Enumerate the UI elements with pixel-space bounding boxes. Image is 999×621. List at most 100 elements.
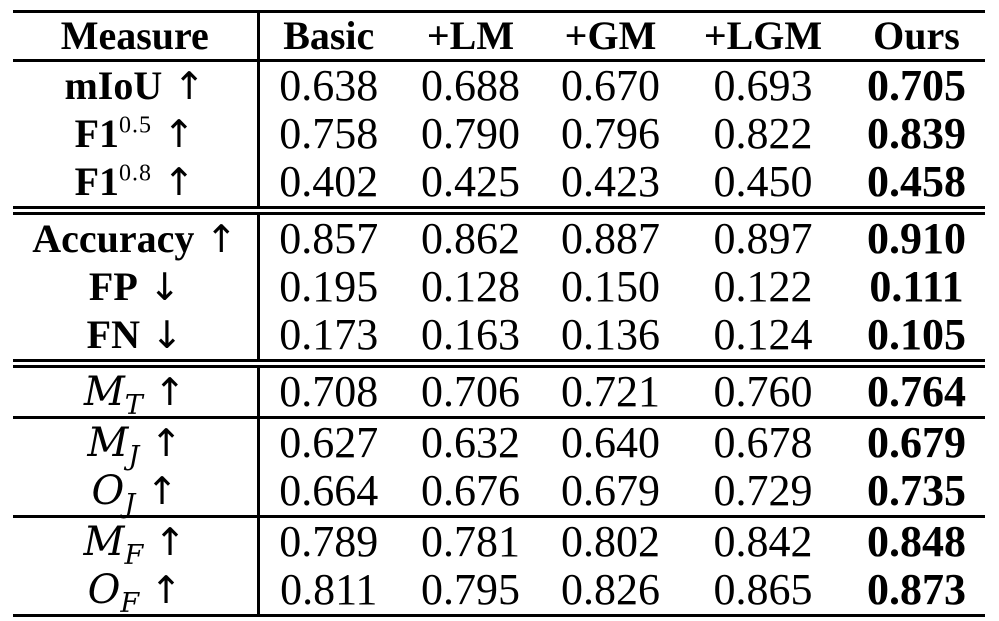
measure-name: F1 [74, 111, 120, 156]
value-cell: 0.865 [713, 565, 813, 614]
value-cell: 0.789 [279, 517, 379, 566]
measure-label-cell: Accuracy ↑ [13, 210, 260, 263]
column-header-lm: +LM [426, 13, 515, 58]
table-section: MT ↑ 0.708 0.706 0.721 0.760 0.764 [13, 363, 985, 419]
value-cell: 0.758 [279, 109, 379, 158]
column-header-lgm: +LGM [703, 13, 823, 58]
value-cell: 0.735 [867, 466, 966, 515]
down-arrow-icon: ↓ [150, 313, 183, 357]
value-cell: 0.173 [279, 310, 379, 359]
measure-name: M [83, 519, 125, 565]
table-section: mIoU ↑ 0.638 0.688 0.670 0.693 0.705 F10.5 ↑ 0.75… [13, 60, 985, 211]
value-cell: 0.128 [421, 262, 520, 311]
table-section: MJ ↑ 0.627 0.632 0.640 0.678 0.679 OJ ↑ 0.664 0.67… [13, 417, 985, 518]
value-cell: 0.124 [713, 310, 813, 359]
value-cell: 0.664 [279, 466, 379, 515]
value-cell: 0.195 [279, 262, 379, 311]
measure-name: M [83, 369, 125, 415]
measure-name: Accuracy [32, 216, 195, 261]
column-header-basic: Basic [283, 13, 375, 58]
table-row: MJ ↑ 0.627 0.632 0.640 0.678 0.679 [13, 417, 985, 470]
value-cell: 0.458 [867, 157, 966, 206]
value-cell: 0.627 [279, 418, 379, 467]
value-cell: 0.150 [561, 262, 660, 311]
measure-label-cell: MT ↑ [13, 363, 260, 419]
value-cell: 0.105 [867, 310, 966, 359]
value-cell: 0.802 [561, 517, 660, 566]
value-cell: 0.693 [713, 61, 813, 110]
measure-label-cell: OJ ↑ [13, 467, 260, 518]
table-row: FN ↓ 0.173 0.163 0.136 0.124 0.105 [13, 311, 985, 364]
measure-name: O [87, 567, 121, 613]
measure-label-cell: FN ↓ [13, 311, 260, 364]
value-cell: 0.760 [713, 367, 813, 416]
value-cell: 0.729 [713, 466, 813, 515]
measure-subscript: J [128, 441, 140, 472]
value-cell: 0.706 [421, 367, 520, 416]
measure-name: O [91, 468, 125, 514]
ablation-results-table: Measure Basic +LM +GM +LGM Ours mIoU ↑ 0.638 0.… [13, 10, 985, 617]
value-cell: 0.670 [561, 61, 660, 110]
measure-label-cell: OF ↑ [13, 566, 260, 617]
value-cell: 0.688 [421, 61, 520, 110]
value-cell: 0.678 [713, 418, 813, 467]
measure-name: FP [88, 264, 138, 309]
measure-label-cell: MJ ↑ [13, 417, 260, 470]
value-cell: 0.640 [561, 418, 660, 467]
value-cell: 0.790 [421, 109, 520, 158]
value-cell: 0.423 [561, 157, 660, 206]
table-row: Accuracy ↑ 0.857 0.862 0.887 0.897 0.910 [13, 210, 985, 263]
table-row: F10.8 ↑ 0.402 0.425 0.423 0.450 0.458 [13, 158, 985, 211]
up-arrow-icon: ↑ [163, 160, 195, 204]
up-arrow-icon: ↑ [150, 421, 183, 465]
measure-superscript: 0.8 [119, 160, 153, 187]
value-cell: 0.721 [561, 367, 660, 416]
table-row: OJ ↑ 0.664 0.676 0.679 0.729 0.735 [13, 466, 985, 518]
value-cell: 0.676 [421, 466, 520, 515]
value-cell: 0.796 [561, 109, 660, 158]
table-row: MF ↑ 0.789 0.781 0.802 0.842 0.848 [13, 516, 985, 569]
value-cell: 0.163 [421, 310, 520, 359]
value-cell: 0.425 [421, 157, 520, 206]
measure-label-cell: F10.5 ↑ [13, 110, 260, 158]
up-arrow-icon: ↑ [205, 217, 238, 261]
value-cell: 0.826 [561, 565, 660, 614]
table-row: FP ↓ 0.195 0.128 0.150 0.122 0.111 [13, 263, 985, 311]
up-arrow-icon: ↑ [146, 469, 178, 513]
value-cell: 0.848 [867, 517, 966, 566]
measure-label-cell: FP ↓ [13, 263, 260, 311]
up-arrow-icon: ↑ [153, 370, 186, 414]
value-cell: 0.842 [713, 517, 813, 566]
column-header-gm: +GM [564, 13, 657, 58]
measure-label-cell: MF ↑ [13, 516, 260, 569]
measure-name: M [87, 420, 129, 466]
table-section: Accuracy ↑ 0.857 0.862 0.887 0.897 0.910 FP ↓ 0.1… [13, 210, 985, 364]
measure-name: F1 [74, 159, 120, 204]
value-cell: 0.811 [280, 565, 378, 614]
value-cell: 0.839 [867, 109, 966, 158]
value-cell: 0.450 [713, 157, 813, 206]
value-cell: 0.136 [561, 310, 660, 359]
table-row: MT ↑ 0.708 0.706 0.721 0.760 0.764 [13, 363, 985, 419]
column-header-measure: Measure [13, 11, 260, 61]
value-cell: 0.632 [421, 418, 520, 467]
up-arrow-icon: ↑ [150, 568, 182, 612]
measure-subscript: F [124, 540, 144, 571]
table-row: mIoU ↑ 0.638 0.688 0.670 0.693 0.705 [13, 60, 985, 110]
value-cell: 0.638 [279, 61, 379, 110]
measure-label-cell: F10.8 ↑ [13, 158, 260, 211]
value-cell: 0.822 [713, 109, 813, 158]
value-cell: 0.764 [867, 367, 966, 416]
value-cell: 0.679 [867, 418, 966, 467]
column-header-ours: Ours [873, 13, 960, 58]
value-cell: 0.679 [561, 466, 660, 515]
up-arrow-icon: ↑ [163, 112, 195, 156]
measure-superscript: 0.5 [119, 112, 153, 139]
table-row: OF ↑ 0.811 0.795 0.826 0.865 0.873 [13, 565, 985, 617]
table-header: Measure Basic +LM +GM +LGM Ours [13, 11, 985, 61]
value-cell: 0.897 [713, 214, 813, 263]
up-arrow-icon: ↑ [154, 520, 187, 564]
value-cell: 0.910 [867, 214, 966, 263]
value-cell: 0.705 [867, 61, 966, 110]
